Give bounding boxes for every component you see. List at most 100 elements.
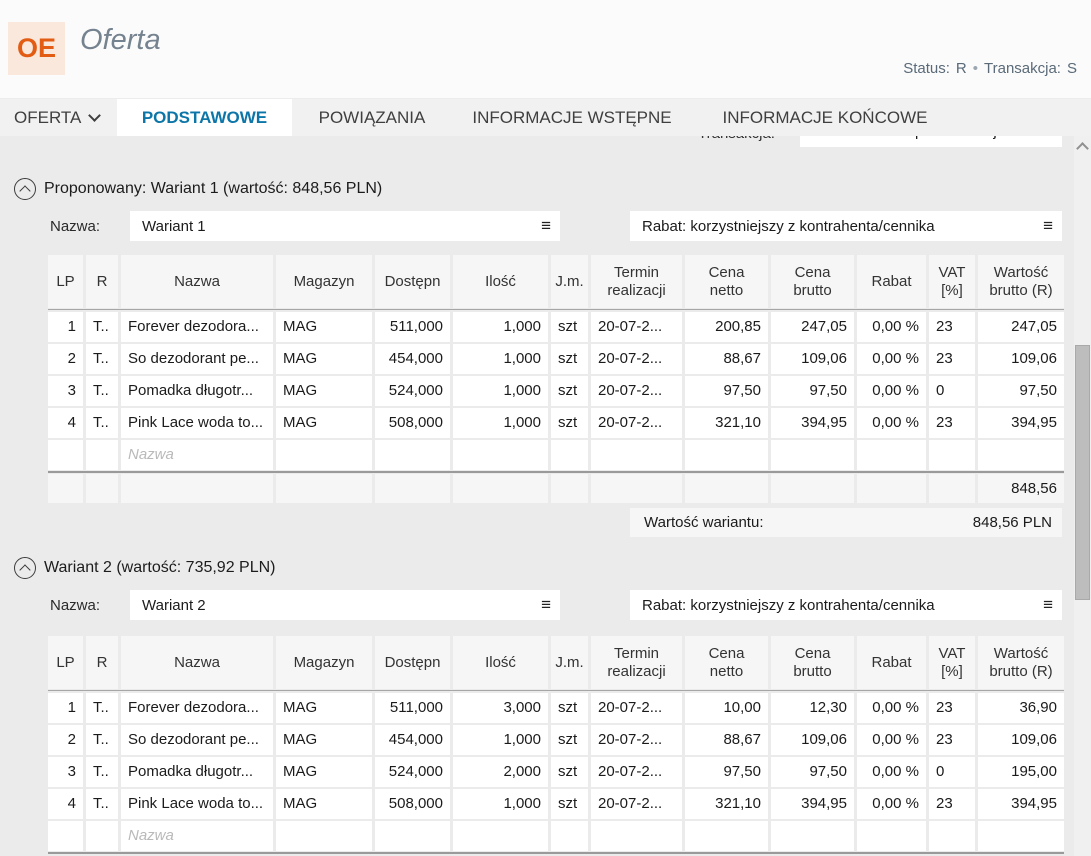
column-header[interactable]: Wartość brutto (R) <box>978 255 1064 308</box>
new-row-cell[interactable] <box>551 440 588 470</box>
table-cell[interactable]: 1,000 <box>453 312 548 342</box>
table-cell[interactable]: 0,00 % <box>857 789 926 819</box>
hamburger-icon[interactable]: ≡ <box>541 595 551 614</box>
table-cell[interactable]: 0,00 % <box>857 312 926 342</box>
table-cell[interactable]: Pink Lace woda to... <box>121 789 273 819</box>
table-cell[interactable]: T.. <box>86 312 118 342</box>
table-cell[interactable]: 23 <box>929 693 975 723</box>
table-cell[interactable]: 109,06 <box>978 725 1064 755</box>
column-header[interactable]: Ilość <box>453 636 548 689</box>
table-cell[interactable]: 1,000 <box>453 725 548 755</box>
new-row-cell[interactable] <box>276 440 372 470</box>
new-row-cell[interactable] <box>375 440 450 470</box>
table-cell[interactable]: 1,000 <box>453 408 548 438</box>
column-header[interactable]: Nazwa <box>121 255 273 308</box>
table-cell[interactable]: 88,67 <box>685 344 768 374</box>
table-cell[interactable]: T.. <box>86 693 118 723</box>
new-row-cell[interactable]: Nazwa <box>121 440 273 470</box>
variant1-collapse-button[interactable] <box>14 178 36 200</box>
column-header[interactable]: Cena netto <box>685 255 768 308</box>
table-cell[interactable]: szt <box>551 376 588 406</box>
table-cell[interactable]: 200,85 <box>685 312 768 342</box>
table-cell[interactable]: MAG <box>276 789 372 819</box>
table-cell[interactable]: MAG <box>276 312 372 342</box>
table-cell[interactable]: 454,000 <box>375 344 450 374</box>
table-cell[interactable]: MAG <box>276 725 372 755</box>
table-cell[interactable]: 109,06 <box>771 725 854 755</box>
table-cell[interactable]: 97,50 <box>771 757 854 787</box>
column-header[interactable]: Termin realizacji <box>591 255 682 308</box>
table-cell[interactable]: 247,05 <box>771 312 854 342</box>
table-cell[interactable]: 97,50 <box>685 376 768 406</box>
table-cell[interactable]: 321,10 <box>685 408 768 438</box>
table-cell[interactable]: 20-07-2... <box>591 789 682 819</box>
column-header[interactable]: Cena brutto <box>771 636 854 689</box>
table-cell[interactable]: MAG <box>276 408 372 438</box>
table-cell[interactable]: 0,00 % <box>857 757 926 787</box>
transakcja-combobox-clipped[interactable]: S Sprzedaż krajowa <box>800 136 1062 147</box>
hamburger-icon[interactable]: ≡ <box>541 216 551 235</box>
table-cell[interactable]: So dezodorant pe... <box>121 344 273 374</box>
column-header[interactable]: Dostępn <box>375 636 450 689</box>
column-header[interactable]: LP <box>48 636 83 689</box>
column-header[interactable]: VAT [%] <box>929 636 975 689</box>
table-cell[interactable]: 1 <box>48 312 83 342</box>
column-header[interactable]: R <box>86 255 118 308</box>
table-cell[interactable]: T.. <box>86 376 118 406</box>
new-row-cell[interactable] <box>978 440 1064 470</box>
column-header[interactable]: J.m. <box>551 255 588 308</box>
table-cell[interactable]: 20-07-2... <box>591 757 682 787</box>
new-row-cell[interactable] <box>771 440 854 470</box>
column-header[interactable]: Nazwa <box>121 636 273 689</box>
tab-informacje-wstepne[interactable]: INFORMACJE WSTĘPNE <box>472 108 672 127</box>
table-cell[interactable]: 195,00 <box>978 757 1064 787</box>
table-cell[interactable]: 20-07-2... <box>591 408 682 438</box>
table-cell[interactable]: 97,50 <box>685 757 768 787</box>
new-row-cell[interactable] <box>453 821 548 851</box>
table-cell[interactable]: szt <box>551 789 588 819</box>
tab-informacje-koncowe[interactable]: INFORMACJE KOŃCOWE <box>722 108 928 127</box>
table-cell[interactable]: 20-07-2... <box>591 725 682 755</box>
column-header[interactable]: Dostępn <box>375 255 450 308</box>
new-row-cell[interactable] <box>86 440 118 470</box>
table-cell[interactable]: 0,00 % <box>857 344 926 374</box>
table-cell[interactable]: 508,000 <box>375 408 450 438</box>
new-row-cell[interactable] <box>685 821 768 851</box>
new-row-cell[interactable] <box>591 821 682 851</box>
column-header[interactable]: R <box>86 636 118 689</box>
column-header[interactable]: Magazyn <box>276 255 372 308</box>
table-cell[interactable]: 2,000 <box>453 757 548 787</box>
table-cell[interactable]: MAG <box>276 344 372 374</box>
table-cell[interactable]: 321,10 <box>685 789 768 819</box>
table-cell[interactable]: 3 <box>48 376 83 406</box>
oferta-menu-button[interactable]: OFERTA <box>0 99 110 137</box>
column-header[interactable]: Termin realizacji <box>591 636 682 689</box>
table-cell[interactable]: 109,06 <box>978 344 1064 374</box>
table-cell[interactable]: 0,00 % <box>857 725 926 755</box>
table-cell[interactable]: szt <box>551 757 588 787</box>
table-cell[interactable]: 511,000 <box>375 693 450 723</box>
table-cell[interactable]: 394,95 <box>978 789 1064 819</box>
table-cell[interactable]: 247,05 <box>978 312 1064 342</box>
table-cell[interactable]: 524,000 <box>375 757 450 787</box>
tab-powiazania[interactable]: POWIĄZANIA <box>318 108 426 127</box>
table-cell[interactable]: 394,95 <box>771 408 854 438</box>
table-cell[interactable]: 12,30 <box>771 693 854 723</box>
table-cell[interactable]: 4 <box>48 408 83 438</box>
variant1-discount-dropdown[interactable]: Rabat: korzystniejszy z kontrahenta/cenn… <box>630 211 1062 241</box>
table-cell[interactable]: T.. <box>86 725 118 755</box>
table-cell[interactable]: 23 <box>929 344 975 374</box>
table-cell[interactable]: 23 <box>929 789 975 819</box>
table-cell[interactable]: Forever dezodora... <box>121 312 273 342</box>
table-cell[interactable]: 88,67 <box>685 725 768 755</box>
scrollbar-thumb[interactable] <box>1075 345 1090 600</box>
table-cell[interactable]: MAG <box>276 376 372 406</box>
new-row-cell[interactable] <box>591 440 682 470</box>
table-cell[interactable]: 23 <box>929 312 975 342</box>
table-cell[interactable]: 109,06 <box>771 344 854 374</box>
table-cell[interactable]: 0 <box>929 376 975 406</box>
variant2-collapse-button[interactable] <box>14 557 36 579</box>
table-cell[interactable]: So dezodorant pe... <box>121 725 273 755</box>
table-cell[interactable]: Pomadka długotr... <box>121 757 273 787</box>
new-row-cell[interactable] <box>453 440 548 470</box>
